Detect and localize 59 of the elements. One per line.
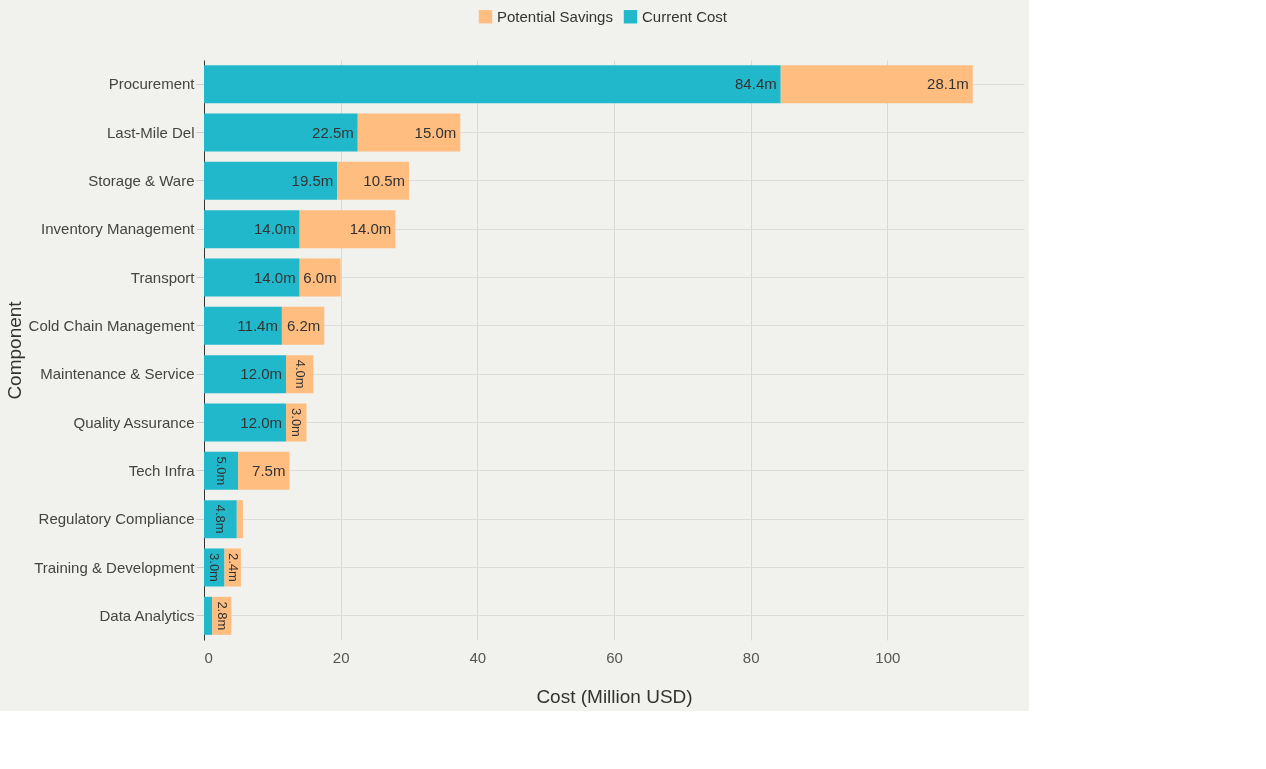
y-tick-label: Procurement <box>108 75 196 93</box>
bar <box>236 500 243 539</box>
y-tick-label: Quality Assurance <box>73 413 195 431</box>
data-label: 22.5m <box>312 123 354 141</box>
data-label: 28.1m <box>927 75 969 93</box>
data-label: 6.0m <box>303 268 337 286</box>
y-tick-label: Maintenance & Service <box>40 365 195 383</box>
y-axis-title: Component <box>3 300 25 400</box>
data-label: 14.0m <box>349 220 392 238</box>
y-tick-label: Training & Development <box>34 558 196 576</box>
x-tick-label: 60 <box>606 648 623 666</box>
data-label: 14.0m <box>253 220 296 238</box>
bar <box>357 113 461 152</box>
y-tick-label: Tech Infra <box>128 461 196 479</box>
y-tick-label: Last-Mile Del <box>106 123 195 141</box>
x-axis-title: Cost (Million USD) <box>536 685 693 707</box>
bar <box>299 210 396 249</box>
bar <box>238 451 290 490</box>
x-tick-label: 80 <box>742 648 760 666</box>
x-tick-label: 20 <box>332 648 350 666</box>
data-label: 12.0m <box>240 365 282 383</box>
data-label: 3.0m <box>289 408 305 437</box>
data-label: 19.5m <box>291 171 334 189</box>
data-label: 84.4m <box>735 75 777 93</box>
legend-label: Current Cost <box>642 7 728 25</box>
legend-label: Potential Savings <box>497 7 613 25</box>
bar <box>204 113 358 152</box>
data-label: 14.0m <box>253 268 296 286</box>
x-tick-label: 0 <box>204 648 213 666</box>
x-tick-label: 100 <box>875 648 901 666</box>
data-label: 4.8m <box>213 504 229 534</box>
y-tick-label: Inventory Management <box>41 220 196 238</box>
data-label: 10.5m <box>363 171 405 189</box>
data-label: 2.4m <box>225 553 241 582</box>
bar <box>204 258 300 297</box>
data-label: 4.0m <box>292 359 308 389</box>
data-label: 3.0m <box>207 553 223 582</box>
y-tick-label: Regulatory Compliance <box>38 510 195 528</box>
data-label: 2.8m <box>214 601 230 631</box>
bar <box>204 355 286 394</box>
bar <box>204 65 781 104</box>
bar <box>204 210 300 249</box>
bar <box>204 403 286 442</box>
y-tick-label: Transport <box>130 268 196 286</box>
y-tick-label: Data Analytics <box>99 606 195 624</box>
data-label: 6.2m <box>286 316 321 334</box>
bar <box>204 161 338 200</box>
data-label: 5.0m <box>214 456 230 486</box>
data-label: 11.4m <box>237 316 278 334</box>
data-label: 15.0m <box>414 123 457 141</box>
data-label: 7.5m <box>252 461 286 479</box>
data-label: 12.0m <box>240 413 282 431</box>
y-tick-label: Cold Chain Management <box>28 316 196 334</box>
y-tick-label: Storage & Ware <box>88 171 195 189</box>
x-tick-label: 40 <box>469 648 487 666</box>
bar <box>204 596 213 635</box>
bar <box>204 306 282 345</box>
bar <box>337 161 409 200</box>
bar <box>780 65 973 104</box>
